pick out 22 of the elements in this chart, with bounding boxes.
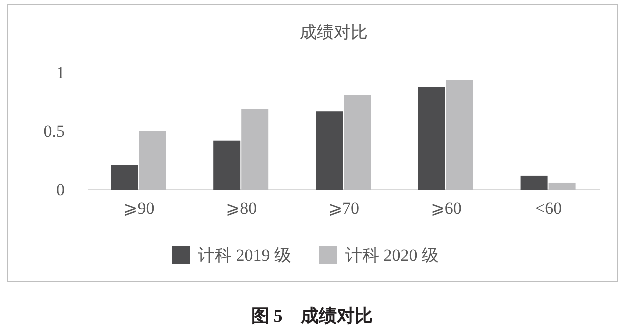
y-tick-label: 1: [56, 63, 65, 82]
bar: [446, 80, 474, 190]
bar: [520, 176, 548, 190]
bar: [242, 109, 269, 190]
bar: [139, 132, 166, 190]
bar: [111, 165, 138, 190]
bar: [344, 95, 371, 190]
y-tick-label: 0: [56, 180, 65, 200]
caption: 图 5 成绩对比: [251, 306, 373, 326]
x-tick-label: ⩾70: [328, 199, 360, 218]
y-tick-label: 0.5: [44, 122, 65, 141]
legend-label: 计科 2020 级: [346, 246, 439, 265]
legend-label: 计科 2019 级: [198, 246, 292, 265]
x-tick-label: <60: [536, 199, 562, 218]
x-tick-label: ⩾90: [124, 199, 155, 218]
x-tick-label: ⩾60: [430, 199, 462, 218]
chart-title: 成绩对比: [300, 23, 368, 42]
bar: [418, 87, 446, 190]
bar: [214, 140, 241, 190]
bar: [316, 112, 343, 190]
bar: [548, 182, 576, 190]
x-tick-label: ⩾80: [226, 199, 258, 218]
